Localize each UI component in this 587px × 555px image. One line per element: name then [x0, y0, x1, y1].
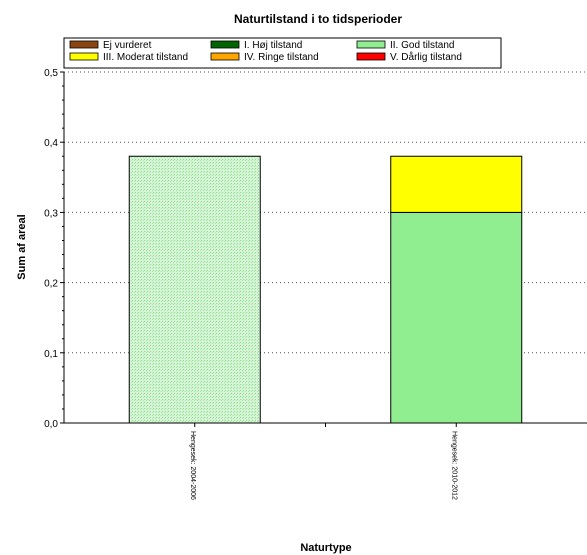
y-tick-label: 0,2 [44, 279, 58, 290]
bar-segment [390, 211, 523, 424]
legend-label: Ej vurderet [103, 40, 152, 51]
y-tick-label: 0,4 [44, 138, 58, 149]
legend-label: IV. Ringe tilstand [244, 52, 319, 63]
legend-swatch [210, 52, 240, 61]
x-tick-labels: Hengesek: 2004-2006 Hengesek: 2010-2012 [189, 431, 458, 500]
axes [60, 71, 587, 427]
bar-segment [128, 155, 261, 424]
legend-swatch [69, 52, 99, 61]
chart-title: Naturtilstand i to tidsperioder [234, 12, 402, 26]
y-tick-label: 0,3 [44, 208, 58, 219]
legend-label: III. Moderat tilstand [103, 52, 188, 63]
y-tick-label: 0,0 [44, 419, 58, 430]
bar-segment [390, 155, 523, 213]
y-tick-labels: 0,0 0,1 0,2 0,3 0,4 0,5 [44, 68, 58, 430]
x-tick-label: Hengesek: 2010-2012 [450, 431, 457, 500]
legend-swatch [210, 40, 240, 49]
bars [128, 155, 523, 424]
legend-swatch [69, 40, 99, 49]
legend-swatch [356, 40, 386, 49]
legend-label: II. God tilstand [390, 40, 454, 51]
legend: Ej vurderet I. Høj tilstand II. God tilsta… [63, 37, 502, 69]
y-tick-label: 0,1 [44, 349, 58, 360]
legend-swatch [356, 52, 386, 61]
y-axis-label: Sum af areal [16, 214, 28, 279]
x-tick-label: Hengesek: 2004-2006 [189, 431, 196, 500]
legend-label: I. Høj tilstand [244, 40, 302, 51]
legend-label: V. Dårlig tilstand [390, 51, 462, 63]
legend-box [63, 37, 502, 69]
y-tick-label: 0,5 [44, 68, 58, 79]
x-axis-label: Naturtype [300, 542, 351, 554]
